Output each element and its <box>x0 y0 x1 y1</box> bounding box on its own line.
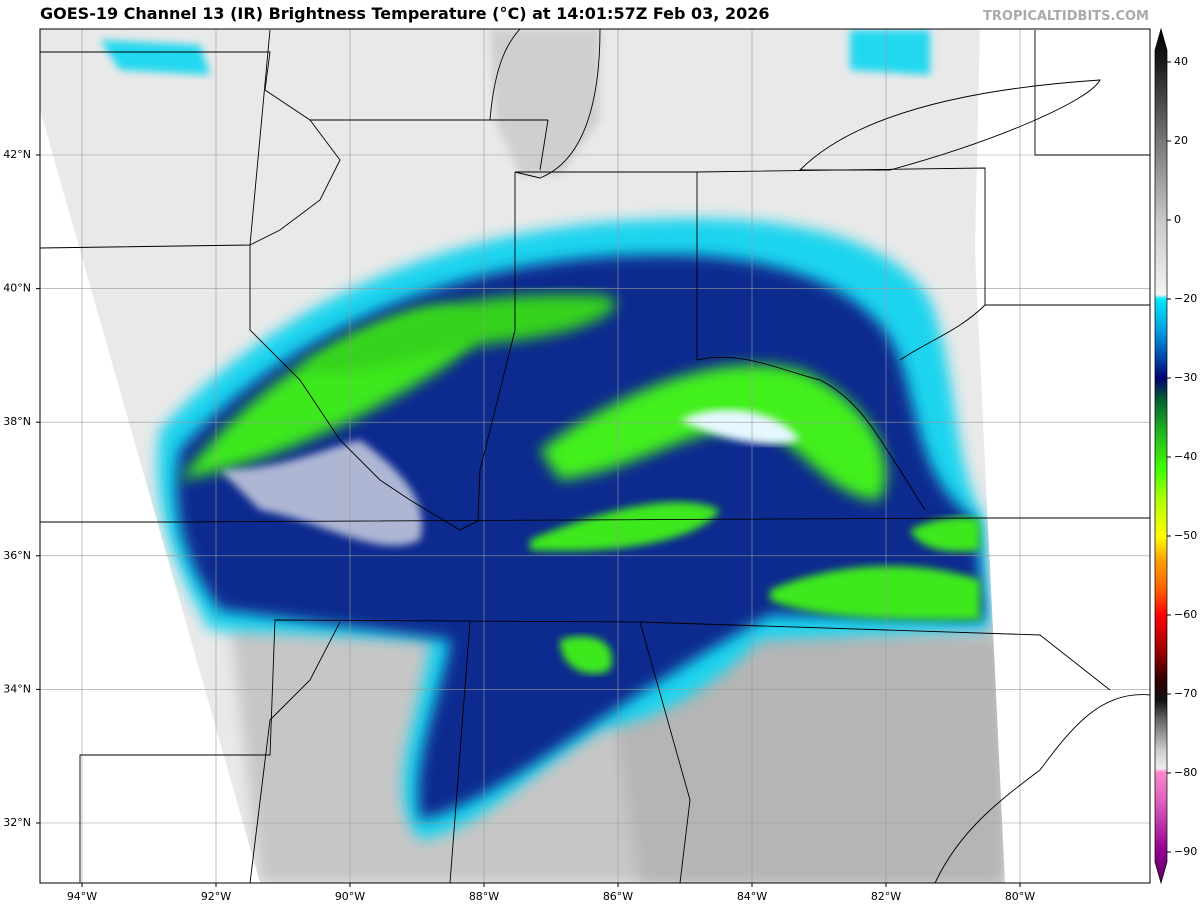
lon-label: 88°W <box>469 890 499 903</box>
lat-label: 36°N <box>3 549 31 562</box>
lon-label: 86°W <box>603 890 633 903</box>
colorbar-label: −80 <box>1174 766 1197 779</box>
lat-label: 40°N <box>3 282 31 295</box>
lon-label: 80°W <box>1005 890 1035 903</box>
colorbar <box>1154 27 1168 885</box>
colorbar-label: −50 <box>1174 529 1197 542</box>
colorbar-label: 20 <box>1174 134 1188 147</box>
credit: TROPICALTIDBITS.COM <box>983 9 1149 24</box>
colorbar-label: 40 <box>1174 55 1188 68</box>
colorbar-ticks: 40 20 0 −20 −30 −40 −50 −60 −70 −80 −90 <box>1167 55 1197 858</box>
colorbar-label: 0 <box>1174 213 1181 226</box>
lat-label: 38°N <box>3 415 31 428</box>
colorbar-label: −20 <box>1174 292 1197 305</box>
boundaries <box>40 29 1150 883</box>
lon-label: 84°W <box>737 890 767 903</box>
lon-label: 92°W <box>201 890 231 903</box>
lon-label: 94°W <box>67 890 97 903</box>
colorbar-label: −30 <box>1174 371 1197 384</box>
lat-label: 42°N <box>3 148 31 161</box>
lon-label: 90°W <box>335 890 365 903</box>
map-imagery <box>40 29 1150 883</box>
colorbar-label: −40 <box>1174 450 1197 463</box>
map-frame <box>39 28 1151 884</box>
colorbar-label: −90 <box>1174 845 1197 858</box>
lat-label: 34°N <box>3 682 31 695</box>
title: GOES-19 Channel 13 (IR) Brightness Tempe… <box>40 4 769 23</box>
lat-label: 32°N <box>3 816 31 829</box>
colorbar-label: −60 <box>1174 608 1197 621</box>
axis-labels: 42°N 40°N 38°N 36°N 34°N 32°N 94°W 92°W 90°W 88°W… <box>3 148 1035 903</box>
colorbar-label: −70 <box>1174 687 1197 700</box>
lon-label: 82°W <box>871 890 901 903</box>
